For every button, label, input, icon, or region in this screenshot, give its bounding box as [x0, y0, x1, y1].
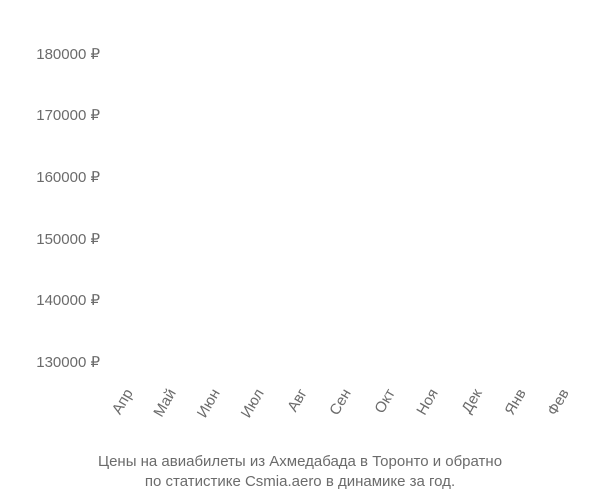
- y-tick: 140000 ₽: [36, 291, 100, 309]
- x-label: Окт: [371, 386, 398, 416]
- plot-area: [100, 10, 580, 380]
- y-tick: 180000 ₽: [36, 45, 100, 63]
- price-chart: 130000 ₽ 140000 ₽ 150000 ₽ 160000 ₽ 170000 ₽…: [0, 0, 600, 500]
- bars: [100, 10, 580, 380]
- y-tick: 150000 ₽: [36, 230, 100, 248]
- caption-line-1: Цены на авиабилеты из Ахмедабада в Торон…: [0, 452, 600, 472]
- x-label: Янв: [501, 386, 529, 418]
- x-label: Июл: [238, 386, 268, 421]
- x-label: Авг: [285, 386, 311, 415]
- x-label: Фев: [544, 386, 573, 419]
- x-label: Июн: [194, 386, 224, 421]
- caption-line-2: по статистике Csmia.aero в динамике за г…: [0, 472, 600, 492]
- y-tick: 190000 ₽: [36, 0, 100, 1]
- y-tick: 160000 ₽: [36, 168, 100, 186]
- chart-caption: Цены на авиабилеты из Ахмедабада в Торон…: [0, 452, 600, 493]
- x-label: Дек: [458, 386, 485, 416]
- y-tick: 130000 ₽: [36, 353, 100, 371]
- x-label: Ноя: [414, 386, 442, 418]
- y-tick: 170000 ₽: [36, 106, 100, 124]
- y-axis: 130000 ₽ 140000 ₽ 150000 ₽ 160000 ₽ 170000 ₽…: [0, 10, 100, 380]
- x-label: Май: [151, 386, 180, 420]
- x-label: Сен: [326, 386, 354, 418]
- x-label: Апр: [109, 386, 137, 417]
